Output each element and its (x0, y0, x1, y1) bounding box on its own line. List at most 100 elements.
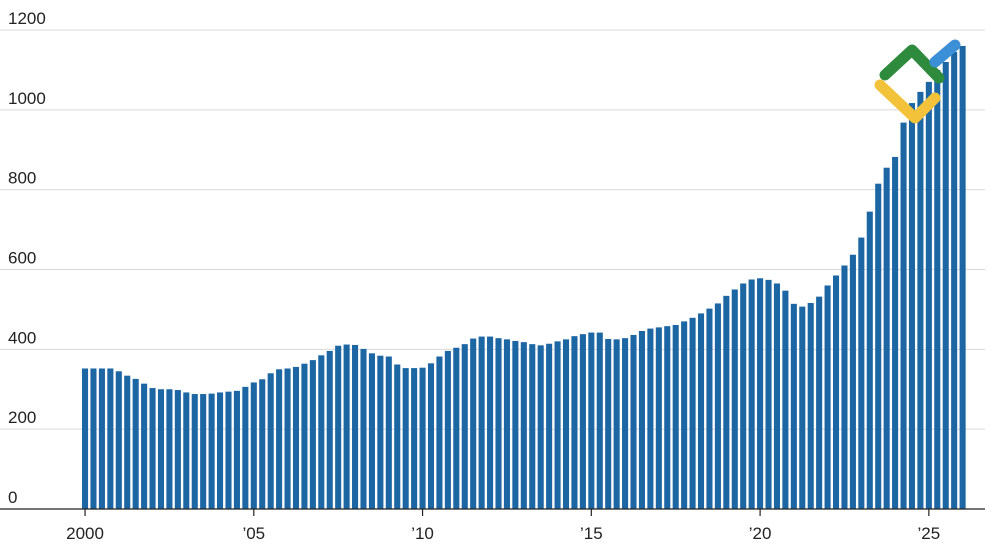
bar (402, 368, 409, 509)
bar (546, 343, 553, 509)
bar (166, 389, 173, 509)
bar (436, 356, 443, 509)
bar (942, 61, 949, 510)
bar (655, 327, 662, 509)
bar (613, 339, 620, 509)
bar (740, 283, 747, 509)
bar (925, 81, 932, 509)
bar (562, 339, 570, 509)
bar (537, 345, 544, 509)
bar (124, 375, 131, 509)
bar (225, 391, 232, 509)
bar (343, 344, 350, 509)
logo-yellow-stroke (874, 79, 941, 124)
bar (259, 379, 266, 509)
bar (461, 344, 468, 509)
bar (858, 237, 865, 509)
x-tick-label: ’05 (242, 524, 265, 543)
bar (132, 378, 139, 509)
bar (360, 348, 367, 509)
bar (478, 336, 485, 509)
bar (301, 363, 308, 509)
bar (917, 91, 924, 510)
bar (816, 296, 823, 509)
bar (723, 295, 730, 509)
x-tick-label: ’25 (918, 524, 941, 543)
y-tick-label: 1000 (8, 89, 46, 108)
x-axis: 2000 ’05 ’10 ’15 ’20 ’25 (66, 509, 940, 543)
bar (183, 392, 190, 509)
bar (200, 394, 207, 509)
bar (470, 338, 477, 509)
bar (250, 382, 257, 509)
bar (588, 332, 595, 509)
chart-logo (874, 39, 961, 124)
bar (98, 368, 105, 509)
bar (242, 386, 249, 509)
bar (368, 353, 375, 509)
bar (208, 393, 215, 509)
bar (487, 336, 494, 509)
bar (689, 317, 696, 509)
bar (217, 392, 224, 509)
bar (377, 355, 384, 509)
bar (622, 338, 629, 509)
y-tick-label: 800 (8, 169, 36, 188)
bar (596, 332, 603, 509)
bar (141, 383, 148, 509)
bar (638, 330, 645, 509)
bar (284, 368, 291, 509)
bar (934, 69, 941, 510)
bar (411, 368, 418, 509)
bar (233, 390, 240, 509)
bar (790, 303, 797, 509)
x-tick-label: ’10 (411, 524, 434, 543)
bar (849, 254, 856, 509)
bar (647, 328, 654, 509)
x-tick-label: ’15 (580, 524, 603, 543)
bar (503, 339, 510, 509)
bar (664, 326, 671, 509)
bar (782, 290, 789, 509)
bar (714, 303, 721, 509)
bar (394, 364, 401, 509)
bar (824, 285, 831, 509)
logo-green-stroke (879, 44, 945, 84)
bar (276, 369, 283, 509)
bar (520, 342, 527, 509)
bar (900, 122, 907, 510)
bar (352, 344, 359, 509)
bar (605, 338, 612, 509)
bar (149, 388, 156, 509)
bar (326, 350, 333, 509)
bar (335, 345, 342, 509)
bar (773, 283, 780, 509)
bar (841, 265, 848, 509)
bar (875, 183, 882, 509)
bar (630, 334, 637, 509)
bar (107, 368, 114, 509)
bar (697, 313, 705, 509)
y-tick-label: 600 (8, 249, 36, 268)
bar (309, 360, 316, 509)
y-tick-label: 0 (8, 488, 17, 507)
bar (748, 279, 755, 509)
bar (892, 156, 899, 509)
bar (579, 334, 586, 509)
bar (681, 321, 688, 509)
x-tick-label: 2000 (66, 524, 104, 543)
bar (832, 275, 840, 509)
bar (672, 324, 679, 509)
bar (157, 389, 165, 509)
bar (318, 355, 325, 509)
bar (807, 303, 814, 509)
y-tick-label: 1200 (8, 9, 46, 28)
bar (419, 367, 426, 509)
bar (866, 211, 873, 509)
bar (908, 103, 916, 510)
bar (883, 167, 890, 509)
bar (82, 368, 89, 509)
x-tick-label: ’20 (749, 524, 772, 543)
bar (495, 338, 502, 509)
